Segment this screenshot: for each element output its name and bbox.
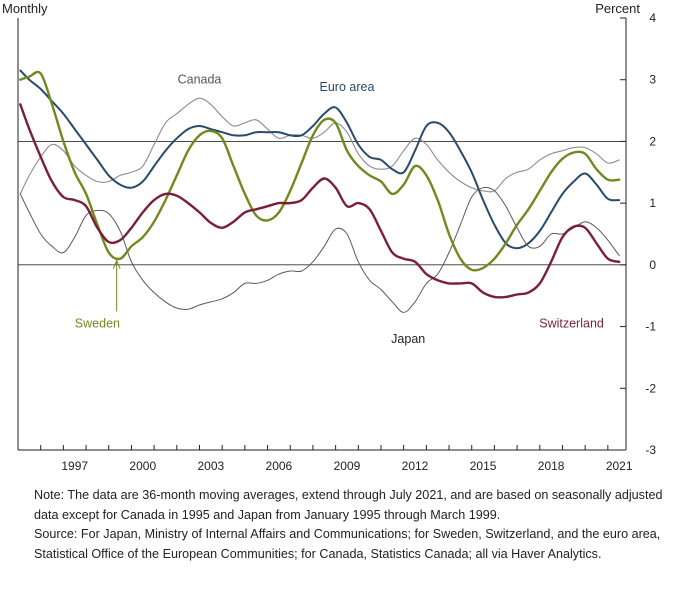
annotation-arrow-head: [112, 259, 121, 269]
x-tick-label: 2003: [197, 459, 224, 473]
y-axis-ticks: 4 3 2 1 0 -1 -2 -3: [620, 11, 656, 457]
x-tick-label: 2006: [266, 459, 293, 473]
y-tick-label: 0: [649, 258, 656, 272]
y-tick-label: -1: [645, 320, 656, 334]
reference-lines: [18, 140, 626, 266]
annotation-japan: Japan: [391, 332, 425, 346]
source-text: Source: For Japan, Ministry of Internal …: [34, 527, 661, 561]
series-line-switzerland: [19, 103, 621, 299]
note-text: Note: The data are 36-month moving avera…: [34, 488, 663, 522]
x-tick-label: 2015: [470, 459, 497, 473]
y-tick-label: 2: [649, 134, 656, 148]
y-tick-label: -3: [645, 443, 656, 457]
chart-notes: Note: The data are 36-month moving avera…: [18, 486, 678, 564]
series-line-japan: [19, 186, 620, 313]
series-line-canada: [19, 97, 620, 195]
x-tick-label: 2018: [538, 459, 565, 473]
inflation-chart: 4 3 2 1 0 -1 -2 -3 1997 2000 2003 2006 2009 2012 2015…: [2, 1, 656, 473]
x-tick-label: 1997: [61, 459, 88, 473]
y-tick-label: -2: [645, 381, 656, 395]
y-tick-label: 3: [649, 73, 656, 87]
x-tick-label: 2021: [606, 459, 633, 473]
x-axis-ticks: 1997 2000 2003 2006 2009 2012 2015 2018 2021: [17, 445, 633, 473]
x-tick-label: 2009: [334, 459, 361, 473]
annotation-sweden: Sweden: [75, 316, 120, 330]
series-line-sweden: [19, 70, 621, 272]
y-tick-label: 1: [649, 196, 656, 210]
annotation-canada: Canada: [178, 73, 222, 87]
left-axis-label: Monthly: [2, 1, 48, 16]
right-axis-label: Percent: [595, 1, 640, 16]
series-lines: [19, 69, 621, 313]
plot-frame: [17, 18, 627, 451]
x-tick-label: 2000: [129, 459, 156, 473]
annotation-euro-area: Euro area: [320, 80, 375, 94]
x-tick-label: 2012: [402, 459, 429, 473]
series-annotations: Canada Euro area Sweden Japan Switzerland: [75, 73, 604, 346]
annotation-switzerland: Switzerland: [539, 316, 604, 330]
y-tick-label: 4: [649, 11, 656, 25]
series-line-euro-area: [19, 69, 621, 250]
